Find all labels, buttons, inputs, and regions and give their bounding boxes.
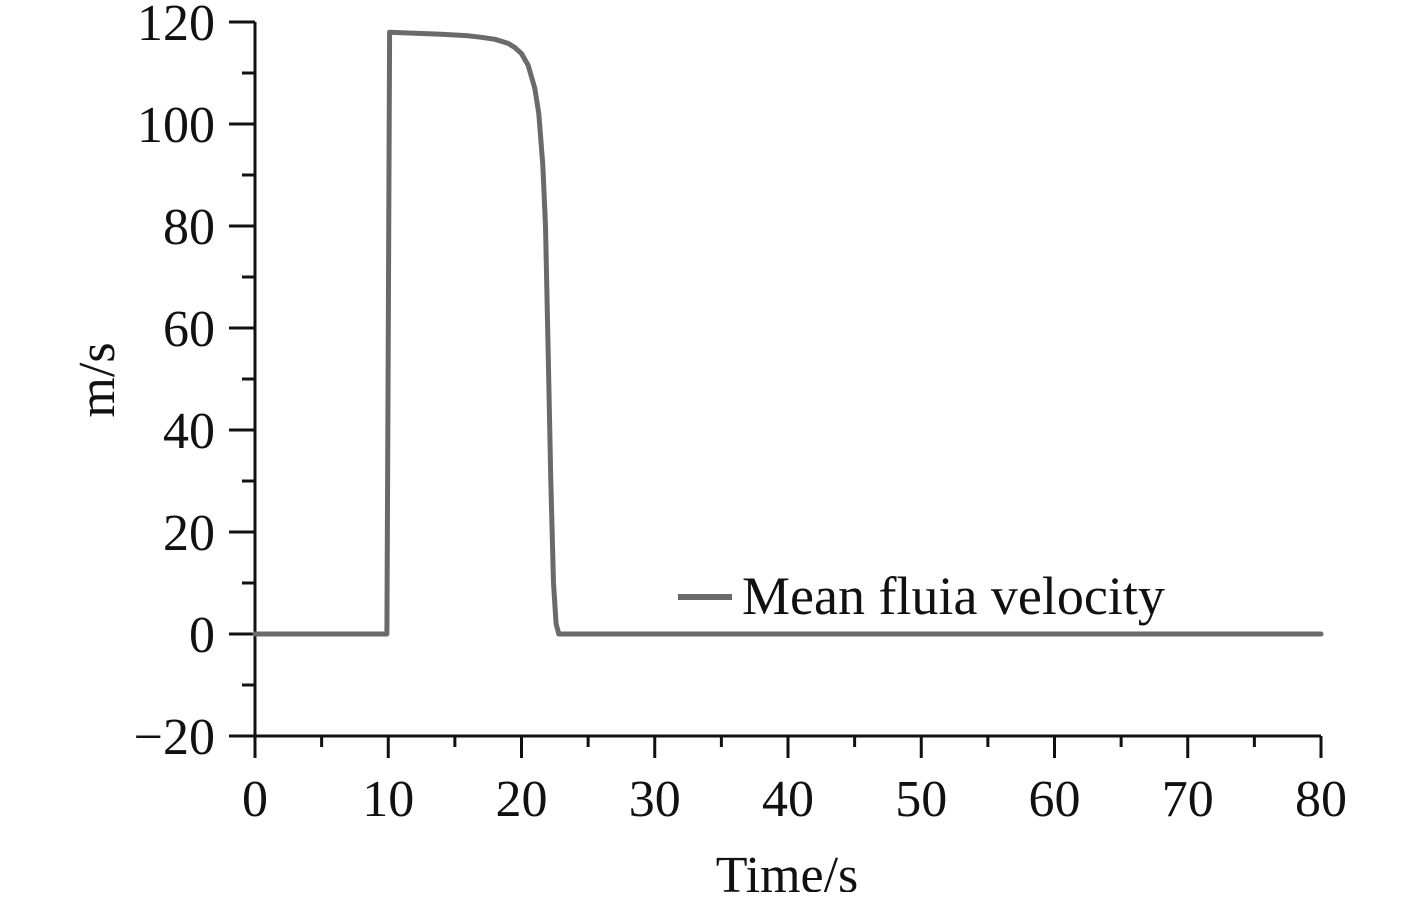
x-tick-label: 40 (762, 771, 814, 828)
axes (253, 22, 1321, 738)
y-tick-label: −20 (134, 709, 215, 766)
x-tick-label: 20 (496, 771, 548, 828)
series-layer (252, 29, 1324, 637)
y-axis-title: m/s (69, 342, 126, 417)
y-tick-label: 60 (163, 301, 215, 358)
x-tick-label: 60 (1029, 771, 1081, 828)
ticks: 0 10 20 30 40 50 60 70 80 −20 0 20 40 60 80 100 120 (134, 0, 1347, 828)
x-tick-label: 30 (629, 771, 681, 828)
legend-label: Mean fluia velocity (742, 566, 1165, 626)
y-tick-label: 0 (189, 607, 215, 664)
x-tick-label: 10 (362, 771, 414, 828)
series-line-mean-fluid-velocity (252, 29, 1324, 637)
x-tick-label: 80 (1295, 771, 1347, 828)
y-tick-label: 20 (163, 505, 215, 562)
x-tick-label: 50 (895, 771, 947, 828)
y-tick-label: 120 (137, 0, 215, 52)
x-tick-label: 0 (242, 771, 268, 828)
y-tick-label: 80 (163, 199, 215, 256)
y-tick-label: 40 (163, 403, 215, 460)
x-tick-label: 70 (1162, 771, 1214, 828)
legend: Mean fluia velocity (678, 566, 1165, 626)
x-axis-title: Time/s (716, 847, 859, 892)
y-tick-label: 100 (137, 97, 215, 154)
